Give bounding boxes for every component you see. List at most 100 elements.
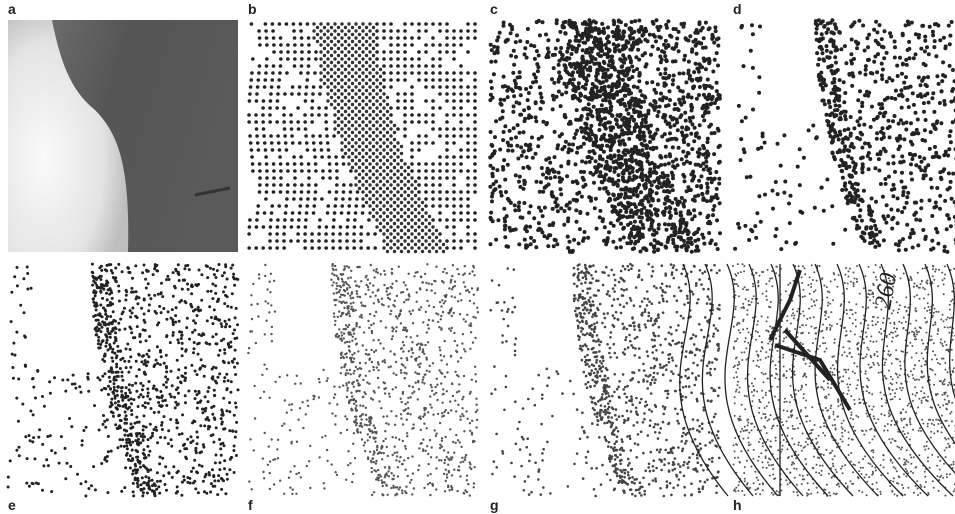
dot [905,121,909,125]
dot [603,75,607,79]
dot [124,403,127,406]
dot [645,62,649,66]
dot [337,89,340,92]
dot [438,50,442,54]
dot [292,22,296,26]
dot [379,208,382,211]
dot [682,140,686,144]
dot [70,425,73,428]
dot [176,421,179,424]
dot [508,226,512,230]
dot [589,137,593,141]
dot [632,246,636,250]
dot [562,25,566,29]
dot [617,149,621,153]
dot [517,208,521,212]
dot [592,143,596,147]
dot [881,214,885,218]
dot [210,290,213,293]
dot [204,395,207,398]
dot [856,98,860,102]
dot [304,99,308,103]
dot [210,406,213,409]
dot [901,237,905,241]
dot [365,124,368,127]
dot [346,218,350,222]
dot [445,71,449,75]
dot [850,38,854,42]
dot [410,176,413,179]
dot [396,127,400,131]
dot [149,423,152,426]
dot [234,316,237,319]
dot [582,178,586,182]
dot [843,44,847,48]
dot [304,134,308,138]
dot [382,29,386,33]
dot [382,78,386,82]
dot [511,89,515,93]
dot [562,223,566,227]
dot [438,29,442,33]
dot [514,135,518,139]
dot [330,54,333,57]
dot [125,366,128,369]
dot [650,80,654,84]
dot [605,160,609,164]
dot [905,98,909,102]
dot [718,160,722,164]
dot [829,50,833,54]
dot [175,419,178,422]
dot [375,64,378,67]
dot [305,204,309,208]
dot [698,85,702,89]
dot [361,85,364,88]
dot [410,246,413,249]
dot [840,188,844,192]
dot [933,39,937,43]
dot [358,180,361,183]
dot [414,229,417,232]
dot [519,145,523,149]
dot [592,92,596,96]
dot [656,176,660,180]
dot [473,183,477,187]
dot [365,166,368,169]
dot [368,99,371,102]
dot [23,311,26,314]
dot [365,26,368,29]
dot [928,198,932,202]
dot [547,50,551,54]
dot [580,115,584,119]
dot [361,71,364,74]
dot [211,335,214,338]
dot [717,145,721,149]
dot [291,211,295,215]
dot [318,225,322,229]
dot [740,24,744,28]
dot [361,211,365,215]
dot [431,106,435,110]
dot [386,208,389,211]
dot [417,176,421,180]
dot [136,485,139,488]
dot [410,225,413,228]
dot [754,236,758,240]
dot [283,127,287,131]
dot [365,89,368,92]
dot [275,106,279,110]
dot [428,250,431,253]
dot [109,405,112,408]
dot [224,492,227,495]
dot [117,322,120,325]
dot [608,59,612,63]
dot [930,239,934,243]
dot [926,92,930,96]
dot [289,113,293,117]
dot [650,226,654,230]
dot [445,120,449,124]
dot [861,170,865,174]
dot [393,173,396,176]
dot [316,26,319,29]
dot [417,162,421,166]
